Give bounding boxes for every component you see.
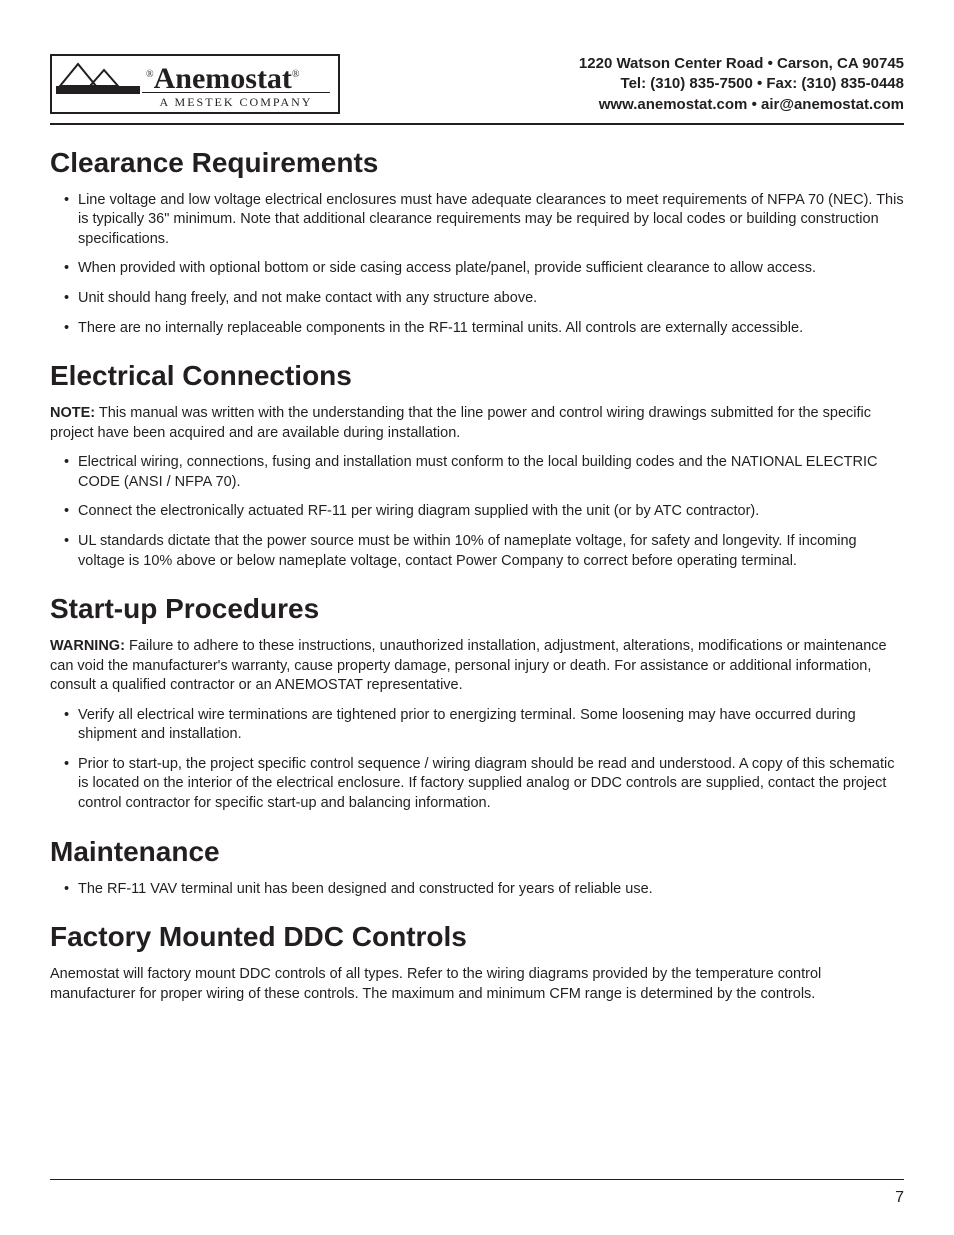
contact-phone: Tel: (310) 835-7500 • Fax: (310) 835-044… [579, 74, 904, 94]
bullet-list: Electrical wiring, connections, fusing a… [50, 453, 904, 571]
list-item: Electrical wiring, connections, fusing a… [64, 453, 904, 492]
brand-name-text: Anemostat [154, 62, 292, 95]
reg-mark-pre: ® [146, 69, 154, 80]
section-factory: Factory Mounted DDC Controls Anemostat w… [50, 921, 904, 1004]
list-item: Line voltage and low voltage electrical … [64, 191, 904, 250]
section-title: Electrical Connections [50, 360, 904, 392]
page-number: 7 [895, 1189, 904, 1207]
section-title: Clearance Requirements [50, 147, 904, 179]
section-startup: Start-up Procedures WARNING: Failure to … [50, 593, 904, 814]
reg-mark-post: ® [292, 69, 300, 80]
warning-paragraph: WARNING: Failure to adhere to these inst… [50, 637, 904, 696]
list-item: The RF-11 VAV terminal unit has been des… [64, 880, 904, 900]
brand-name: ®Anemostat® [146, 64, 300, 94]
contact-block: 1220 Watson Center Road • Carson, CA 907… [579, 54, 904, 115]
contact-web: www.anemostat.com • air@anemostat.com [579, 95, 904, 115]
list-item: Verify all electrical wire terminations … [64, 706, 904, 745]
note-label: NOTE: [50, 405, 95, 421]
page-header: ®Anemostat® A MESTEK COMPANY 1220 Watson… [50, 54, 904, 125]
logo-block: ®Anemostat® A MESTEK COMPANY [50, 54, 340, 114]
note-body: This manual was written with the underst… [50, 405, 871, 441]
list-item: UL standards dictate that the power sour… [64, 532, 904, 571]
bullet-list: The RF-11 VAV terminal unit has been des… [50, 880, 904, 900]
list-item: Unit should hang freely, and not make co… [64, 289, 904, 309]
logo-row: ®Anemostat® [56, 60, 300, 94]
bullet-list: Verify all electrical wire terminations … [50, 706, 904, 814]
footer-rule [50, 1179, 904, 1180]
warning-body: Failure to adhere to these instructions,… [50, 638, 887, 693]
section-electrical: Electrical Connections NOTE: This manual… [50, 360, 904, 571]
bullet-list: Line voltage and low voltage electrical … [50, 191, 904, 338]
body-paragraph: Anemostat will factory mount DDC control… [50, 965, 904, 1004]
section-clearance: Clearance Requirements Line voltage and … [50, 147, 904, 338]
warning-label: WARNING: [50, 638, 125, 654]
section-title: Maintenance [50, 836, 904, 868]
section-title: Factory Mounted DDC Controls [50, 921, 904, 953]
contact-address: 1220 Watson Center Road • Carson, CA 907… [579, 54, 904, 74]
list-item: When provided with optional bottom or si… [64, 259, 904, 279]
section-maintenance: Maintenance The RF-11 VAV terminal unit … [50, 836, 904, 900]
logo-icon [56, 60, 140, 94]
list-item: There are no internally replaceable comp… [64, 319, 904, 339]
note-paragraph: NOTE: This manual was written with the u… [50, 404, 904, 443]
list-item: Prior to start-up, the project specific … [64, 755, 904, 814]
section-title: Start-up Procedures [50, 593, 904, 625]
list-item: Connect the electronically actuated RF-1… [64, 502, 904, 522]
